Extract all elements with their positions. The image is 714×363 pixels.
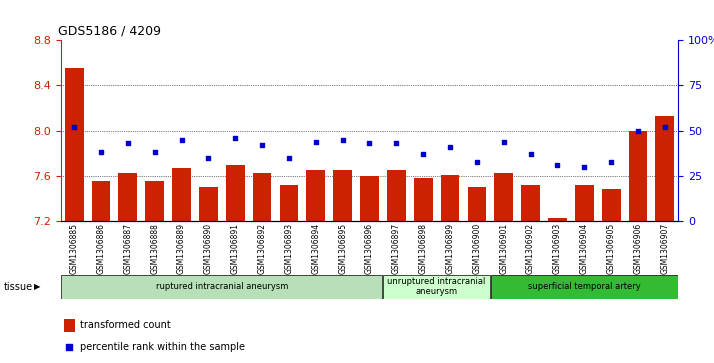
Point [337, 137, 348, 143]
Bar [172, 168, 191, 221]
Point [283, 155, 295, 161]
Bar [64, 319, 75, 332]
Bar [441, 175, 459, 221]
Text: ruptured intracranial aneurysm: ruptured intracranial aneurysm [156, 282, 288, 291]
Point [203, 155, 214, 161]
Bar [280, 185, 298, 221]
Bar [306, 170, 325, 221]
Bar [253, 173, 271, 221]
Point [69, 124, 80, 130]
Point [578, 164, 590, 170]
Bar [91, 181, 111, 221]
Point [471, 159, 483, 164]
Bar [628, 131, 648, 221]
Text: unruptured intracranial
aneurysm: unruptured intracranial aneurysm [388, 277, 486, 297]
Bar [360, 176, 379, 221]
Point [95, 150, 106, 155]
Bar [602, 188, 620, 221]
Point [605, 159, 617, 164]
Text: ▶: ▶ [34, 282, 41, 291]
Point [391, 140, 402, 146]
Bar [387, 170, 406, 221]
Bar [199, 187, 218, 221]
Bar [383, 275, 490, 299]
Point [418, 151, 429, 157]
Bar [491, 275, 678, 299]
Bar [521, 185, 540, 221]
Text: transformed count: transformed count [81, 321, 171, 330]
Text: superficial temporal artery: superficial temporal artery [528, 282, 640, 291]
Point [310, 139, 321, 144]
Bar [575, 185, 594, 221]
Point [633, 128, 644, 134]
Text: GDS5186 / 4209: GDS5186 / 4209 [58, 24, 161, 37]
Bar [61, 275, 383, 299]
Bar [119, 173, 137, 221]
Bar [414, 178, 433, 221]
Bar [226, 165, 245, 221]
Point [659, 124, 670, 130]
Bar [65, 68, 84, 221]
Point [149, 150, 161, 155]
Point [498, 139, 510, 144]
Bar [333, 170, 352, 221]
Bar [468, 187, 486, 221]
Text: percentile rank within the sample: percentile rank within the sample [81, 342, 246, 352]
Bar [145, 181, 164, 221]
Point [256, 142, 268, 148]
Bar [655, 116, 674, 221]
Point [176, 137, 187, 143]
Point [525, 151, 536, 157]
Point [122, 140, 134, 146]
Point [444, 144, 456, 150]
Text: tissue: tissue [4, 282, 33, 292]
Bar [494, 173, 513, 221]
Bar [548, 218, 567, 221]
Point [443, 217, 454, 223]
Point [229, 135, 241, 141]
Point [552, 162, 563, 168]
Point [363, 140, 375, 146]
